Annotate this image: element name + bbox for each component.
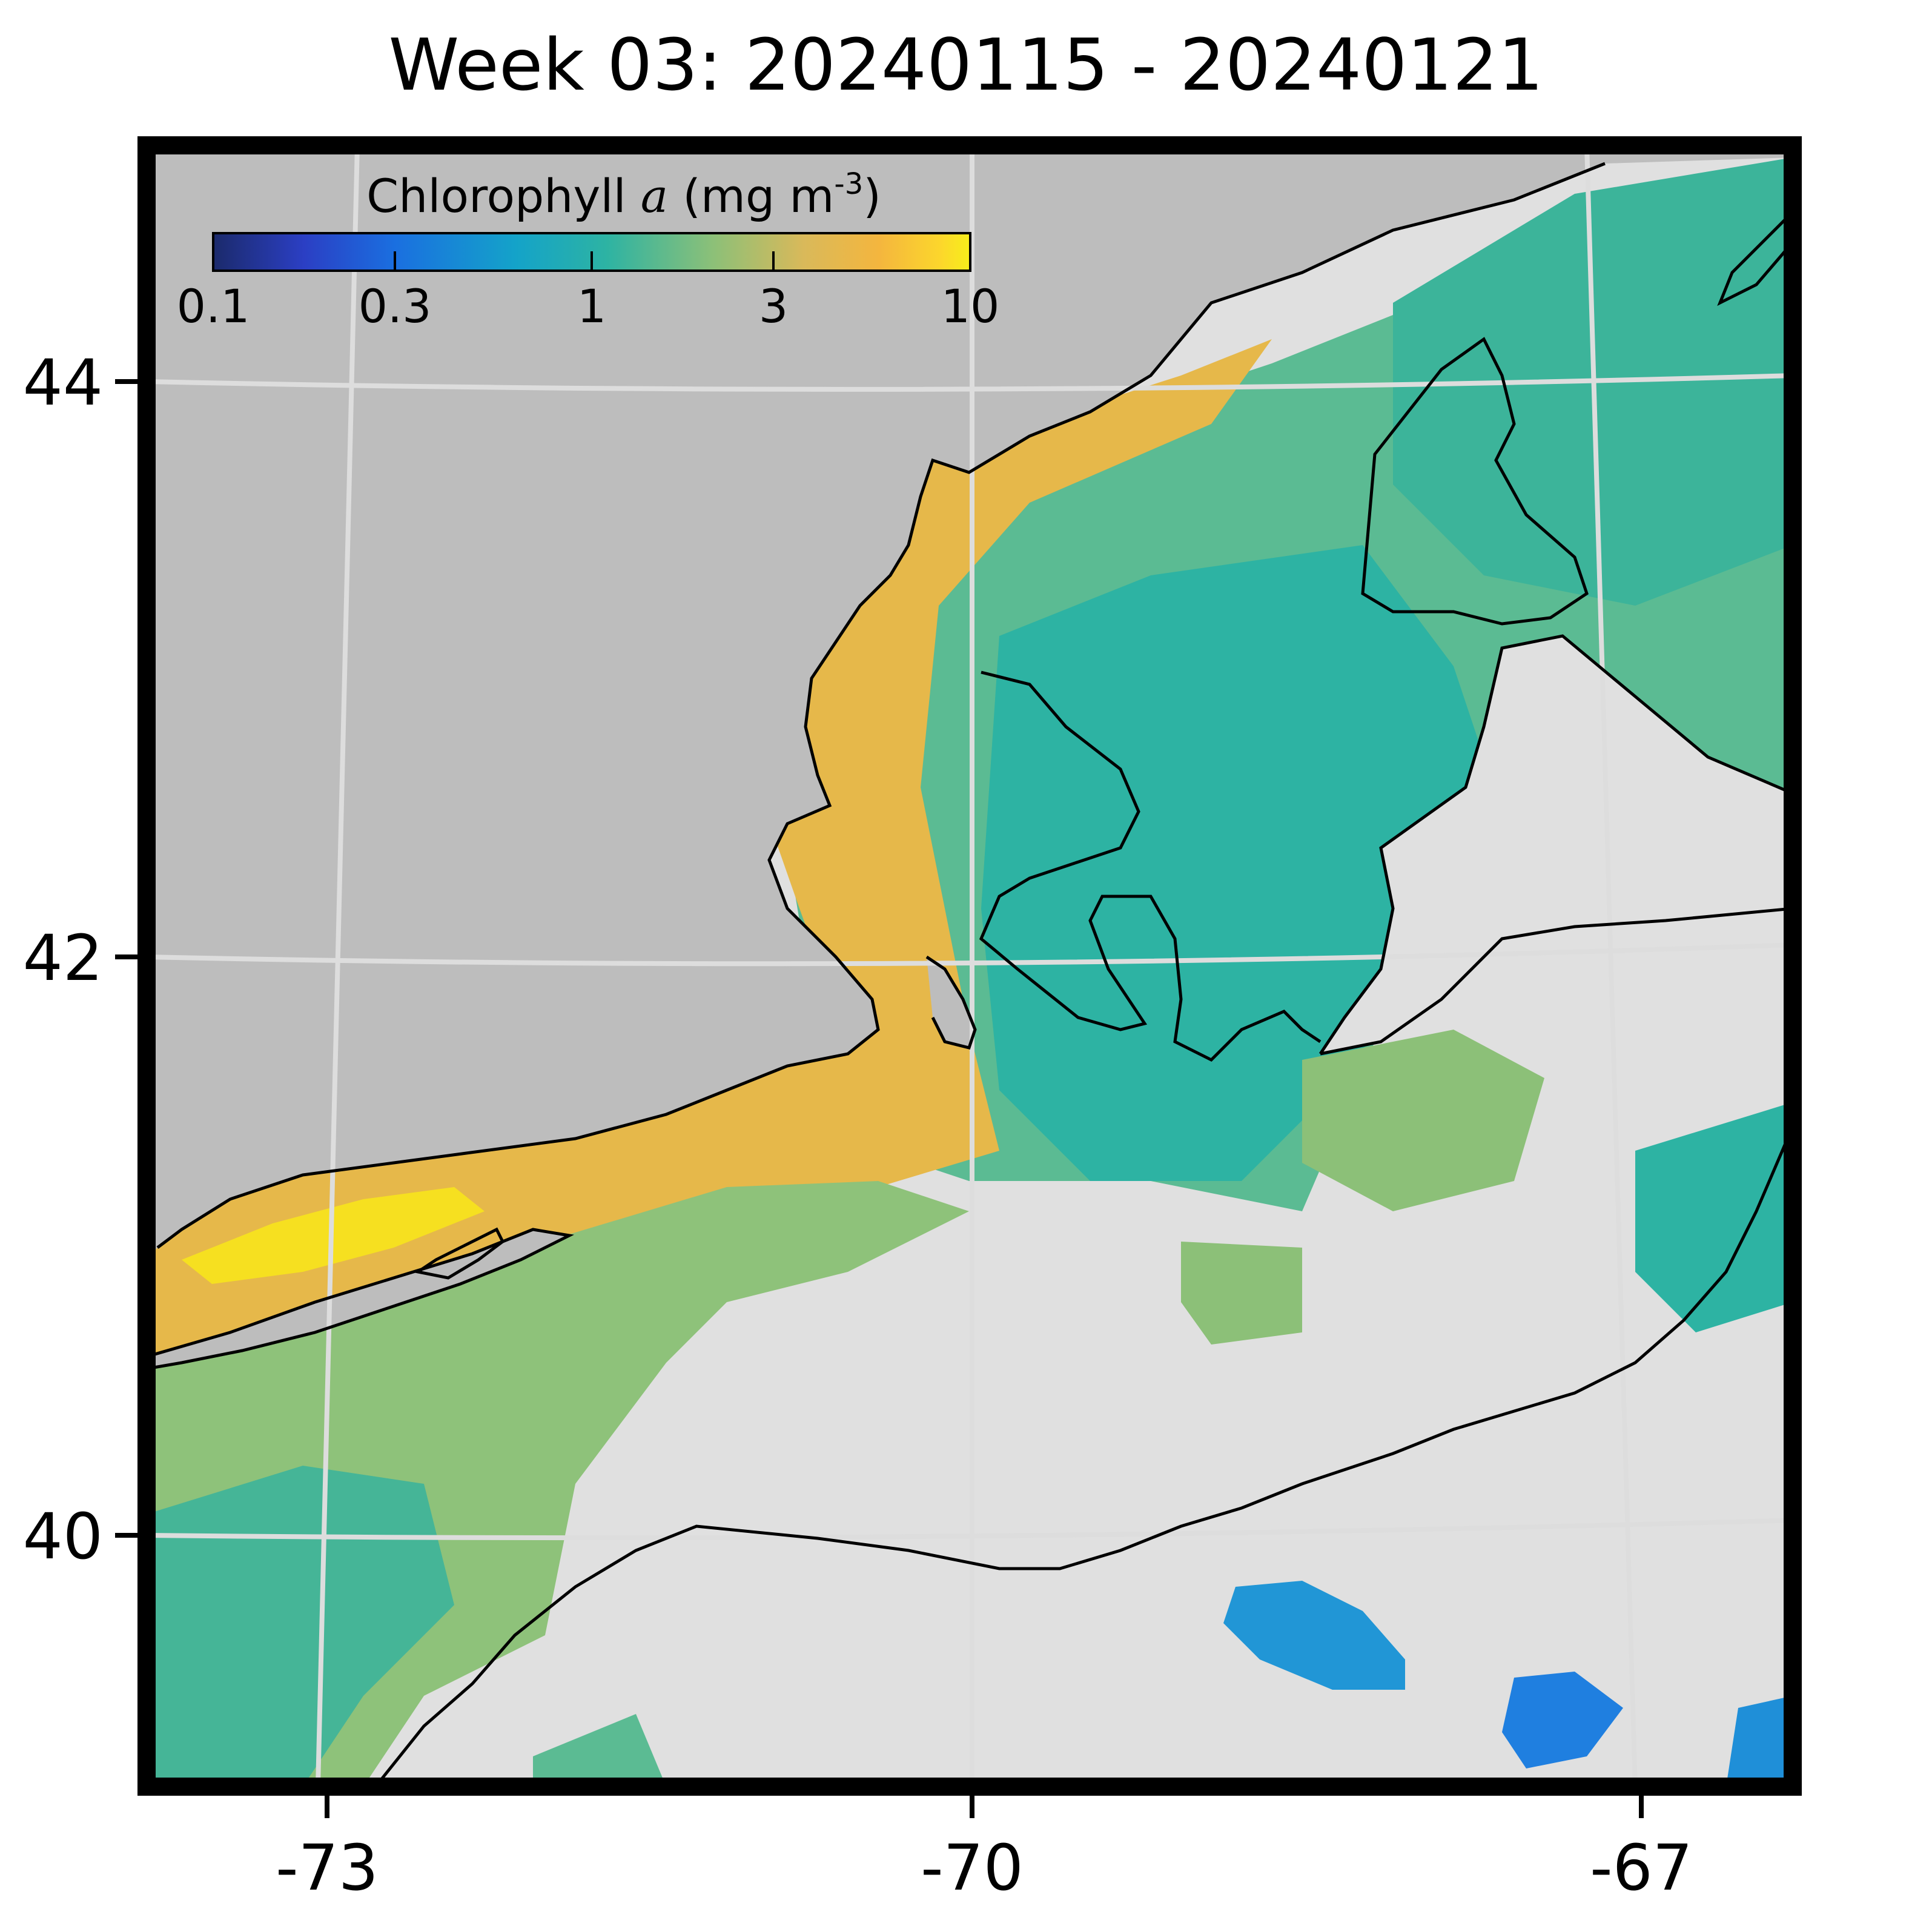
chl-region-teal-sw [147,1466,454,1787]
chl-region-blue-slope [1223,1581,1405,1690]
x-tick-label: -70 [921,1831,1024,1905]
land-nova-scotia [1320,636,1793,1054]
chl-region-green-south [1181,1242,1302,1345]
graticule [147,145,1793,1787]
colorbar: Chlorophyll a (mg m-3) 0.1 0.3 1 3 10 [177,167,1000,333]
land-cape-cod [927,957,975,1048]
x-tick-label: -73 [276,1831,379,1905]
chl-region-blue-se [1502,1672,1623,1768]
colorbar-tick-label: 0.1 [177,279,250,333]
land-long-island [147,1229,569,1369]
colorbar-title: Chlorophyll a (mg m-3) [366,167,881,223]
y-tick-label: 40 [23,1500,103,1573]
chl-region-green-bottom [533,1714,666,1787]
x-tick-label: -67 [1590,1831,1693,1905]
y-axis: 44 42 40 [23,346,147,1573]
land-mainland [147,145,1793,1260]
colorbar-tick-label: 10 [941,279,1000,333]
map-title: Week 03: 20240115 - 20240121 [388,23,1544,107]
map-layers [147,145,1793,1787]
x-axis: -73 -70 -67 [276,1787,1693,1905]
colorbar-tick-label: 1 [577,279,606,333]
coastlines [147,162,1793,1787]
colorbar-tick-label: 0.3 [359,279,432,333]
colorbar-tick-label: 3 [759,279,788,333]
chl-region-green-georges [1302,1030,1544,1211]
chl-region-blue-se2 [1726,1696,1793,1787]
y-tick-label: 42 [23,921,103,995]
chl-region-teal-east [1635,1102,1793,1332]
y-tick-label: 44 [23,346,103,420]
